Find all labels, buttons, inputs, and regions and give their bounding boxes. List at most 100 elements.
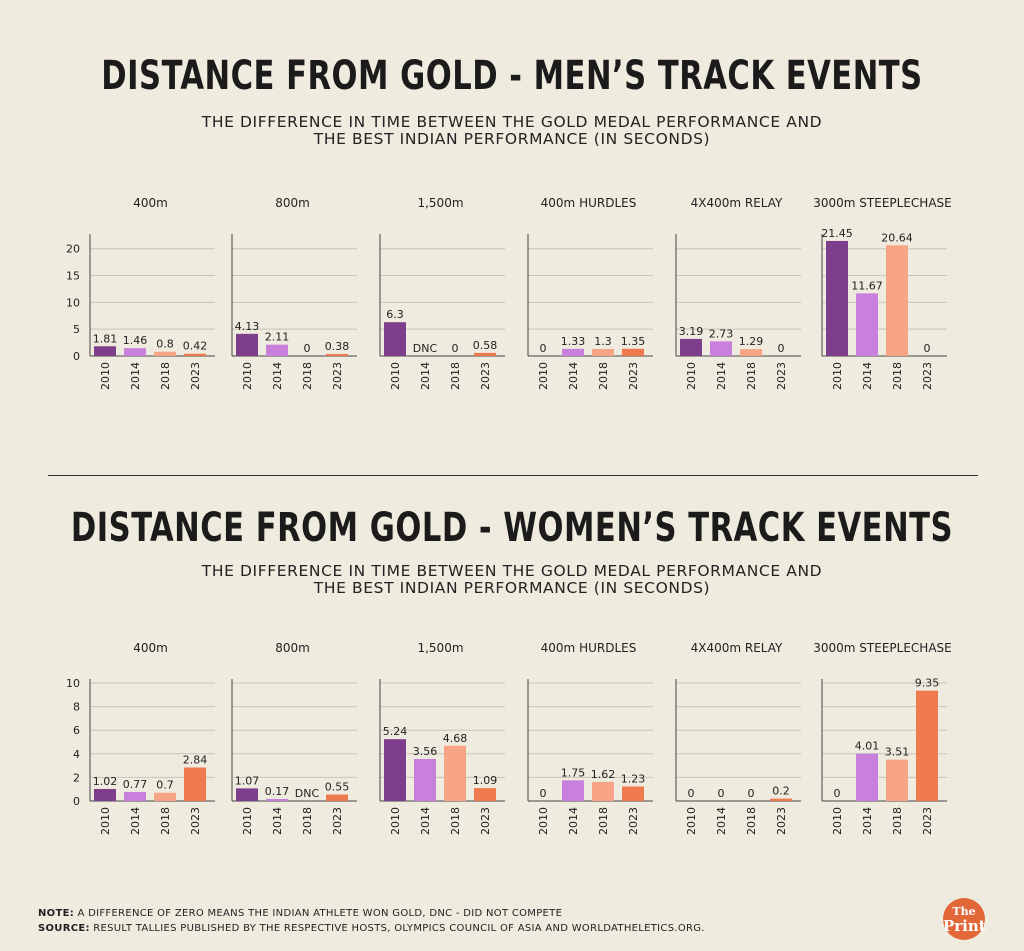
x-tick-label: 2023 (189, 807, 202, 835)
data-label: 0 (452, 342, 459, 355)
panel-title: 1,500m (417, 196, 463, 210)
logo-line1: The (952, 905, 976, 918)
bar-2018 (592, 781, 614, 801)
source-label: SOURCE: (38, 923, 90, 934)
bar-2014 (562, 348, 584, 356)
bar-2023 (326, 353, 348, 356)
data-label: 0.2 (772, 785, 790, 798)
bar-2014 (856, 293, 878, 356)
y-tick-label: 10 (66, 296, 80, 309)
bar-2010 (94, 788, 116, 801)
data-label: 1.35 (621, 335, 646, 348)
x-tick-label: 2010 (831, 362, 844, 390)
panel-title: 3000m STEEPLECHASE (813, 641, 951, 655)
footer-source: SOURCE: RESULT TALLIES PUBLISHED BY THE … (38, 923, 705, 934)
bar-2014 (124, 791, 146, 801)
x-tick-label: 2018 (449, 807, 462, 835)
bar-2023 (474, 352, 496, 356)
y-tick-label: 10 (66, 677, 80, 690)
panel-title: 4X400m RELAY (691, 196, 783, 210)
x-tick-label: 2010 (537, 362, 550, 390)
bar-2014 (562, 780, 584, 801)
x-tick-label: 2023 (189, 362, 202, 390)
panel-title: 800m (275, 641, 310, 655)
logo-line2: Print (943, 917, 986, 935)
data-label: 0.58 (473, 339, 498, 352)
data-label: 1.81 (93, 332, 118, 345)
bar-2023 (326, 794, 348, 801)
bar-2010 (236, 333, 258, 356)
bar-2023 (184, 767, 206, 801)
data-label: 4.68 (443, 732, 468, 745)
bar-2023 (770, 798, 792, 801)
data-label: 5.24 (383, 725, 408, 738)
bar-2010 (384, 739, 406, 801)
data-label: 2.11 (265, 331, 290, 344)
data-label: 6.3 (386, 308, 404, 321)
bar-2018 (444, 745, 466, 801)
y-tick-label: 0 (73, 795, 80, 808)
data-label: 1.09 (473, 774, 498, 787)
x-tick-label: 2018 (159, 807, 172, 835)
data-label: 4.01 (855, 740, 880, 753)
data-label: 2.84 (183, 753, 208, 766)
data-label: 0.7 (156, 779, 174, 792)
data-label: 1.29 (739, 335, 764, 348)
x-tick-label: 2023 (775, 807, 788, 835)
bar-2014 (124, 348, 146, 356)
data-label: 4.13 (235, 320, 260, 333)
men-subtitle-line2: THE BEST INDIAN PERFORMANCE (IN SECONDS) (313, 130, 711, 148)
panel-title: 400m HURDLES (541, 196, 637, 210)
x-tick-label: 2023 (331, 362, 344, 390)
bar-2014 (414, 758, 436, 801)
data-label: 0.77 (123, 778, 148, 791)
x-tick-label: 2014 (271, 362, 284, 390)
x-tick-label: 2023 (627, 362, 640, 390)
x-tick-label: 2023 (627, 807, 640, 835)
x-tick-label: 2023 (921, 362, 934, 390)
bar-2023 (184, 353, 206, 356)
x-tick-label: 2023 (331, 807, 344, 835)
bar-2014 (856, 753, 878, 801)
y-tick-label: 4 (73, 748, 80, 761)
x-tick-label: 2018 (449, 362, 462, 390)
x-tick-label: 2010 (389, 362, 402, 390)
data-label: 3.56 (413, 745, 438, 758)
note-text: A DIFFERENCE OF ZERO MEANS THE INDIAN AT… (74, 908, 563, 919)
bar-2018 (740, 349, 762, 356)
panel-title: 4X400m RELAY (691, 641, 783, 655)
data-label: 1.07 (235, 774, 260, 787)
data-label: DNC (413, 342, 438, 355)
x-tick-label: 2023 (775, 362, 788, 390)
bar-2023 (622, 348, 644, 356)
x-tick-label: 2014 (567, 362, 580, 390)
data-label: 9.35 (915, 677, 940, 690)
x-tick-label: 2018 (745, 807, 758, 835)
data-label: 1.3 (594, 335, 612, 348)
x-tick-label: 2010 (241, 362, 254, 390)
x-tick-label: 2010 (389, 807, 402, 835)
x-tick-label: 2014 (861, 807, 874, 835)
data-label: 0 (540, 342, 547, 355)
y-tick-label: 20 (66, 243, 80, 256)
data-label: 3.51 (885, 746, 910, 759)
data-label: 0.55 (325, 781, 350, 794)
x-tick-label: 2018 (891, 362, 904, 390)
bar-2014 (710, 341, 732, 356)
data-label: 1.75 (561, 766, 586, 779)
data-label: 0 (688, 787, 695, 800)
data-label: 0 (924, 342, 931, 355)
bar-2014 (266, 798, 288, 801)
data-label: 0 (834, 787, 841, 800)
x-tick-label: 2010 (537, 807, 550, 835)
source-text: RESULT TALLIES PUBLISHED BY THE RESPECTI… (89, 923, 705, 934)
x-tick-label: 2023 (921, 807, 934, 835)
x-tick-label: 2018 (301, 807, 314, 835)
x-tick-label: 2023 (479, 362, 492, 390)
x-tick-label: 2014 (129, 807, 142, 835)
men-chart: 0 5 10 15 20 400m 1.81 2010 1.46 2014 0.8 2018 0.42 2… (66, 196, 952, 390)
x-tick-label: 2018 (597, 362, 610, 390)
data-label: 1.46 (123, 334, 148, 347)
women-subtitle-line1: THE DIFFERENCE IN TIME BETWEEN THE GOLD … (201, 562, 823, 580)
x-tick-label: 2014 (129, 362, 142, 390)
